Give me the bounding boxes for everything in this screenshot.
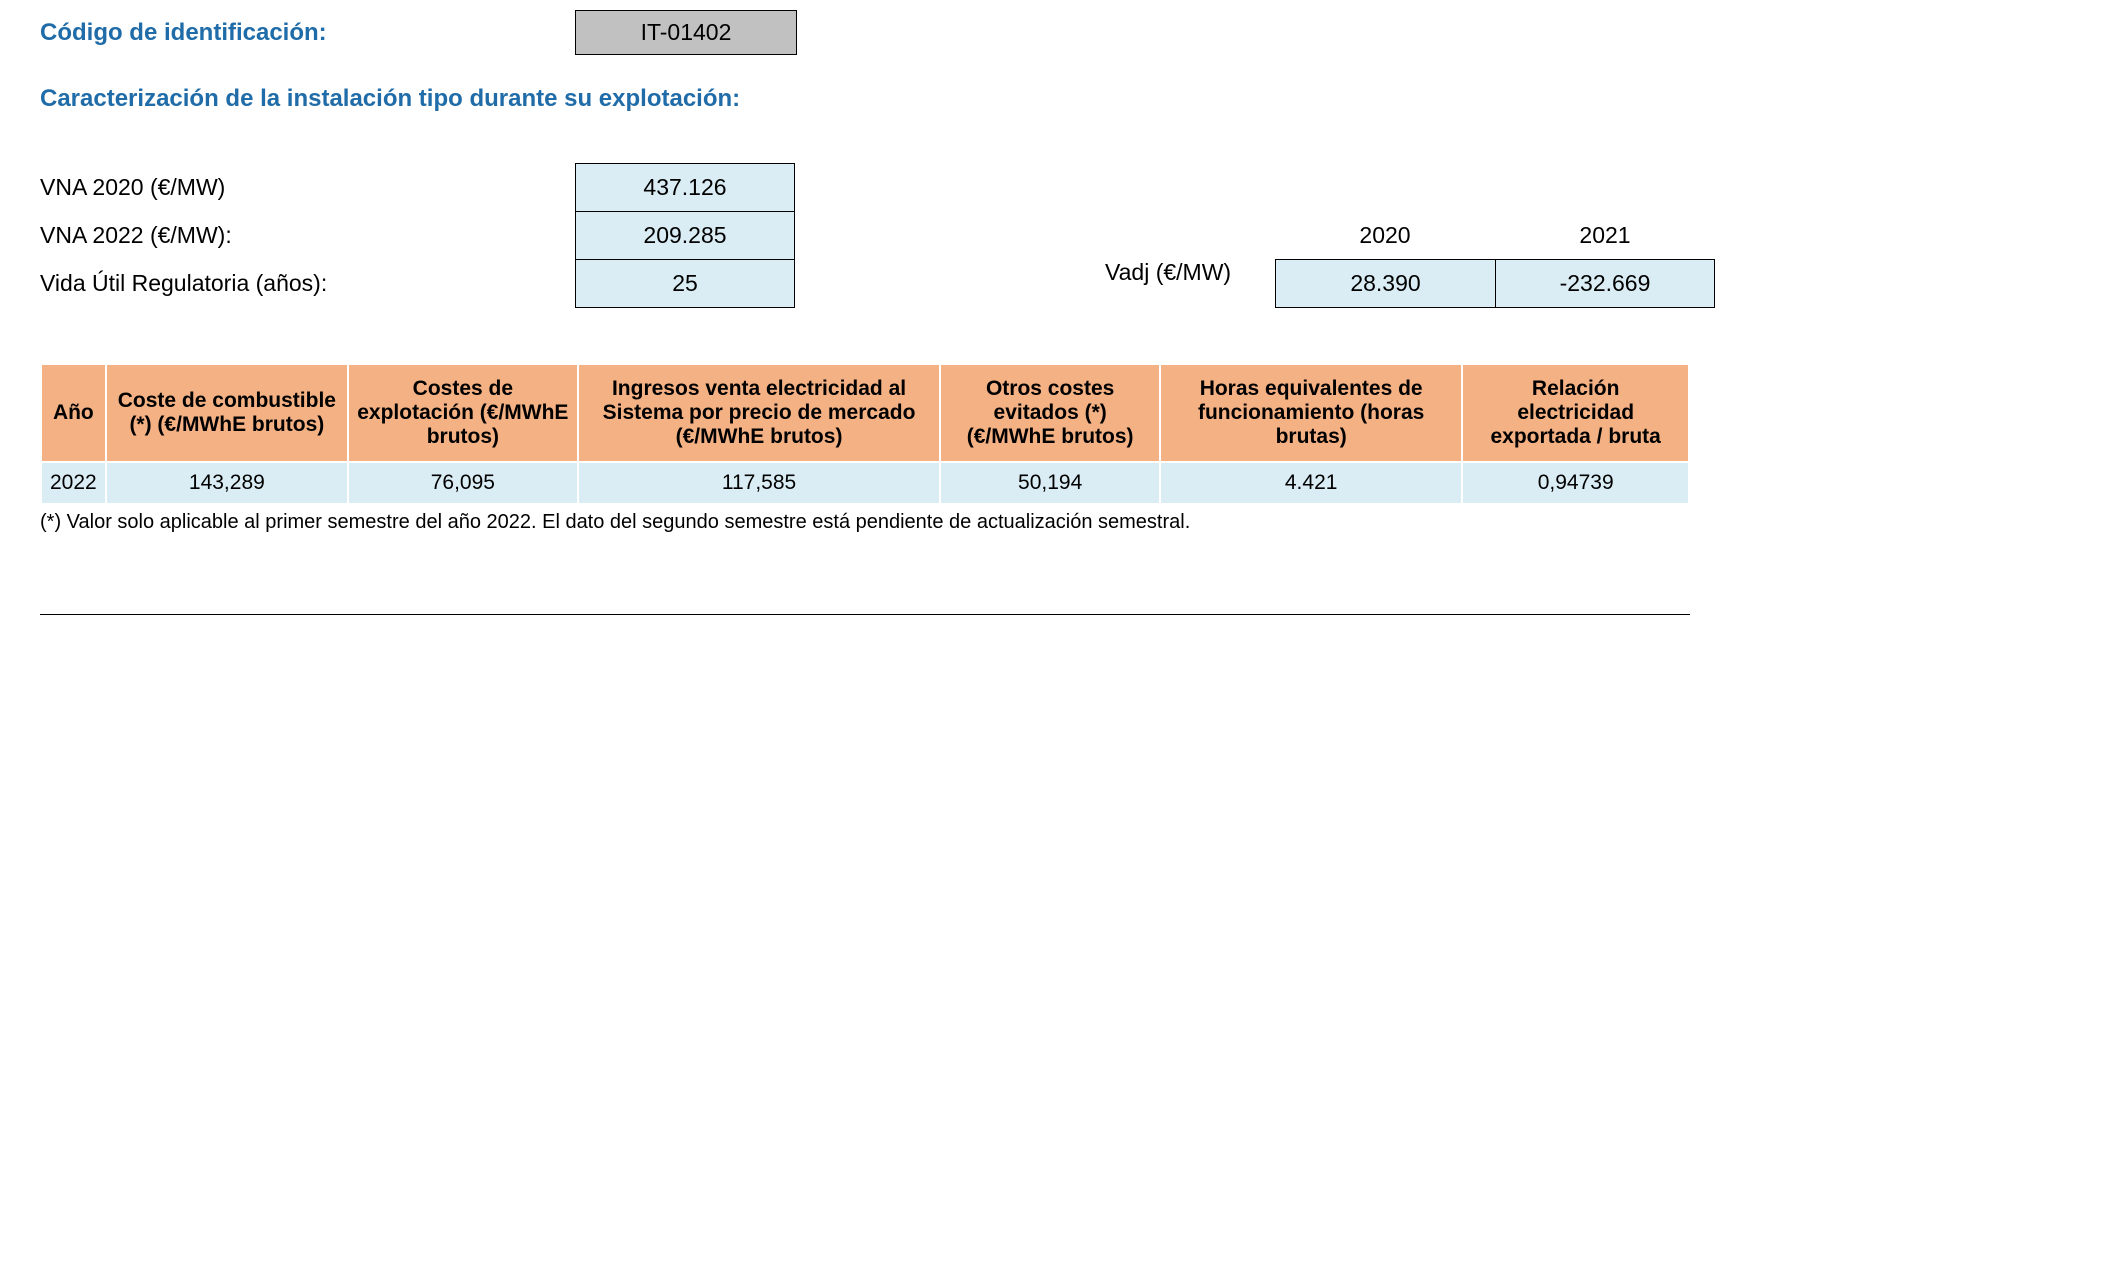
table-row: 2022 143,289 76,095 117,585 50,194 4.421…	[41, 462, 1689, 504]
section-title: Caracterización de la instalación tipo d…	[40, 85, 2086, 113]
cell-horas: 4.421	[1160, 462, 1462, 504]
col-otros: Otros costes evitados (*) (€/MWhE brutos…	[940, 364, 1160, 462]
vida-label: Vida Útil Regulatoria (años):	[40, 260, 575, 307]
cell-otros: 50,194	[940, 462, 1160, 504]
vna2020-value: 437.126	[575, 163, 795, 211]
vadj-label: Vadj (€/MW)	[1105, 259, 1275, 308]
id-label: Código de identificación:	[40, 19, 575, 47]
footnote: (*) Valor solo aplicable al primer semes…	[40, 511, 2086, 534]
table-header-row: Año Coste de combustible (*) (€/MWhE bru…	[41, 364, 1689, 462]
id-value-box: IT-01402	[575, 10, 797, 55]
header-row: Código de identificación: IT-01402	[40, 10, 2086, 55]
vna2020-label: VNA 2020 (€/MW)	[40, 164, 575, 211]
col-ingresos: Ingresos venta electricidad al Sistema p…	[578, 364, 941, 462]
cell-combustible: 143,289	[106, 462, 348, 504]
separator-line	[40, 614, 1690, 615]
params-block: VNA 2020 (€/MW) 437.126 VNA 2022 (€/MW):…	[40, 163, 2086, 308]
col-relacion: Relación electricidad exportada / bruta	[1462, 364, 1689, 462]
cell-relacion: 0,94739	[1462, 462, 1689, 504]
cell-explotacion: 76,095	[348, 462, 578, 504]
col-explotacion: Costes de explotación (€/MWhE brutos)	[348, 364, 578, 462]
cell-ingresos: 117,585	[578, 462, 941, 504]
vadj-year2: 2021	[1495, 212, 1715, 259]
cell-ano: 2022	[41, 462, 106, 504]
vida-value: 25	[575, 259, 795, 308]
vna2022-value: 209.285	[575, 211, 795, 259]
col-ano: Año	[41, 364, 106, 462]
vadj-val2: -232.669	[1495, 259, 1715, 308]
vadj-year1: 2020	[1275, 212, 1495, 259]
col-horas: Horas equivalentes de funcionamiento (ho…	[1160, 364, 1462, 462]
vna2022-label: VNA 2022 (€/MW):	[40, 212, 575, 259]
main-table: Año Coste de combustible (*) (€/MWhE bru…	[40, 363, 1690, 505]
vadj-val1: 28.390	[1275, 259, 1495, 308]
vadj-spacer	[1105, 212, 1275, 259]
col-combustible: Coste de combustible (*) (€/MWhE brutos)	[106, 364, 348, 462]
